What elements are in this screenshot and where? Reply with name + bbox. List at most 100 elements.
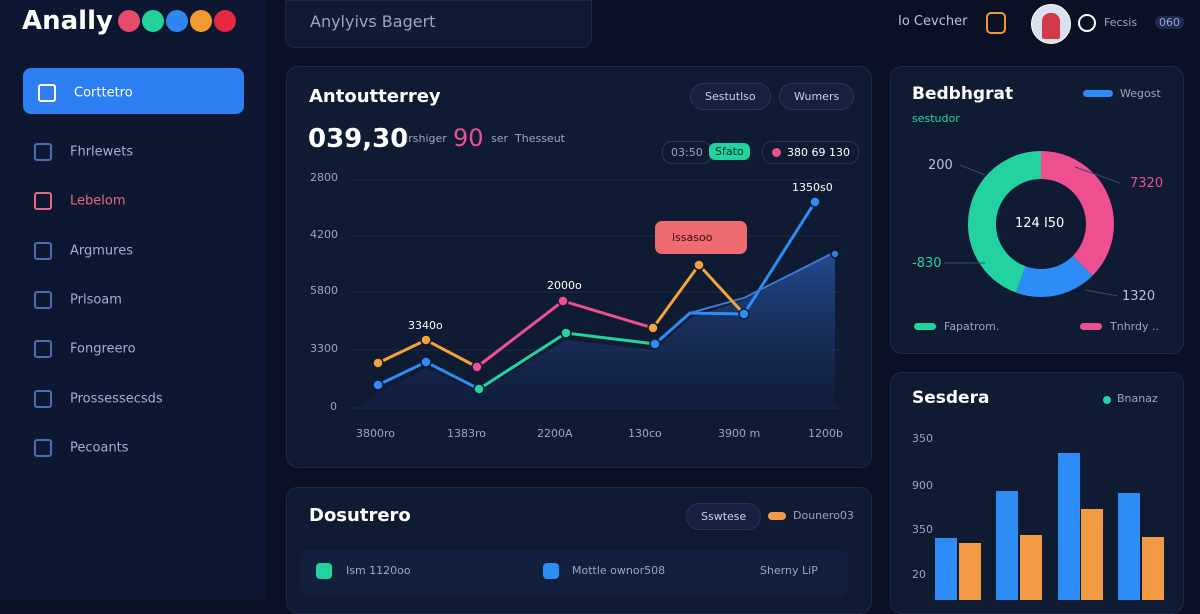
avatar[interactable] (1031, 4, 1071, 44)
bar (1118, 493, 1140, 600)
nav-label: Corttetro (74, 85, 133, 101)
nav-item[interactable]: Argmures (34, 242, 244, 260)
donut (968, 151, 1114, 297)
nav-item[interactable]: Prossessecsds (34, 390, 244, 408)
legend-label: Fapatrom. (944, 320, 1000, 333)
point (693, 259, 705, 271)
bar (1081, 509, 1103, 600)
point (557, 295, 569, 307)
chip[interactable]: 380 69 130 (762, 141, 859, 164)
legend-label: Tnhrdy .. (1110, 320, 1159, 333)
nav-item[interactable]: Prlsoam (34, 291, 244, 309)
donut-segment (968, 151, 1114, 297)
table-row (300, 550, 848, 596)
y-label: 3300 (310, 342, 338, 355)
chip[interactable]: Sfato (709, 143, 750, 160)
legend-swatch (914, 323, 936, 330)
point-label: 2000o (547, 279, 582, 292)
account-badge: 060 (1155, 16, 1184, 29)
nav-label: Lebelom (70, 193, 126, 209)
donut-center: 124 I50 (1015, 216, 1065, 231)
card-title: Sesdera (912, 388, 990, 408)
point (420, 334, 432, 346)
donut-label: 1320 (1122, 289, 1156, 304)
line-trend (689, 251, 836, 314)
bar (1020, 535, 1042, 600)
donut-segment (968, 151, 1114, 297)
nav-item[interactable]: Lebelom (34, 192, 244, 210)
search-box[interactable] (285, 0, 592, 48)
subtitle: Thesseut (515, 132, 565, 145)
account-label: Fecsis (1104, 16, 1138, 29)
chip-dot (772, 148, 781, 157)
chip[interactable]: 03:50 (662, 141, 712, 164)
nav-item[interactable]: Fhrlewets (34, 143, 244, 161)
tooltip-label: lssasoo (672, 231, 713, 244)
nav-label: Argmures (70, 243, 133, 259)
donut-label: 200 (928, 158, 953, 173)
y-label: 900 (912, 479, 933, 492)
search-text: Anylyivs Bagert (310, 12, 436, 31)
bar (1058, 453, 1080, 600)
y-label: 20 (912, 568, 926, 581)
legend-label: Wegost (1120, 87, 1161, 100)
row-cell: Mottle ownor508 (572, 564, 666, 577)
donut-leaders (944, 164, 1121, 297)
bar (996, 491, 1018, 600)
x-label: 3900 m (718, 427, 761, 440)
line-blue (654, 201, 817, 346)
row-cell: Ism 1120oo (346, 564, 411, 577)
y-label: 0 (330, 400, 337, 413)
nav-item[interactable]: Fongreero (34, 340, 244, 358)
point (420, 356, 432, 368)
x-label: 1200b (808, 427, 843, 440)
card-title: Dosutrero (309, 505, 411, 526)
bar (959, 543, 981, 600)
point (830, 249, 840, 259)
brand-dots (118, 10, 236, 36)
tab[interactable]: Wumers (779, 83, 855, 110)
brand: Anally (22, 6, 113, 36)
x-label: 3800ro (356, 427, 396, 440)
point (809, 196, 821, 208)
notification-icon[interactable] (986, 12, 1006, 34)
point (471, 361, 483, 373)
y-label: 5800 (310, 284, 338, 297)
legend-label: Dounero03 (793, 509, 854, 522)
nav-label: Prlsoam (70, 292, 122, 308)
row-icon (543, 563, 559, 579)
subtitle-value: 90 (453, 124, 484, 152)
legend-swatch (1083, 90, 1113, 97)
subtitle: ser (491, 132, 509, 145)
point (647, 322, 659, 334)
point-label: 1350s0 (792, 181, 833, 194)
point (649, 338, 661, 350)
donut-card (890, 66, 1184, 354)
active-nav[interactable] (23, 68, 244, 114)
row-icon (316, 563, 332, 579)
point (372, 357, 384, 369)
area (355, 252, 835, 410)
point (473, 383, 485, 395)
tooltip (655, 221, 747, 254)
nav-label: Fhrlewets (70, 144, 134, 160)
big-value: 039,30 (308, 124, 409, 154)
bars (935, 453, 1164, 600)
nav-label: Fongreero (70, 341, 136, 357)
legend-label: Bnanaz (1117, 392, 1158, 405)
user-label: Io Cevcher (898, 14, 968, 29)
tab[interactable]: Sestutlso (690, 83, 771, 110)
nav-item[interactable]: Pecoants (34, 439, 244, 457)
nav-item[interactable]: Corttetro (38, 84, 248, 102)
x-label: 2200A (537, 427, 573, 440)
bar (1142, 537, 1164, 600)
x-label: 1383ro (447, 427, 487, 440)
card-title: Antoutterrey (309, 86, 441, 107)
points (372, 196, 840, 395)
point (738, 308, 750, 320)
charts (300, 151, 1164, 600)
point-label: 3340o (408, 319, 443, 332)
status-icon (1078, 14, 1096, 32)
chip[interactable]: Sswtese (686, 503, 762, 530)
